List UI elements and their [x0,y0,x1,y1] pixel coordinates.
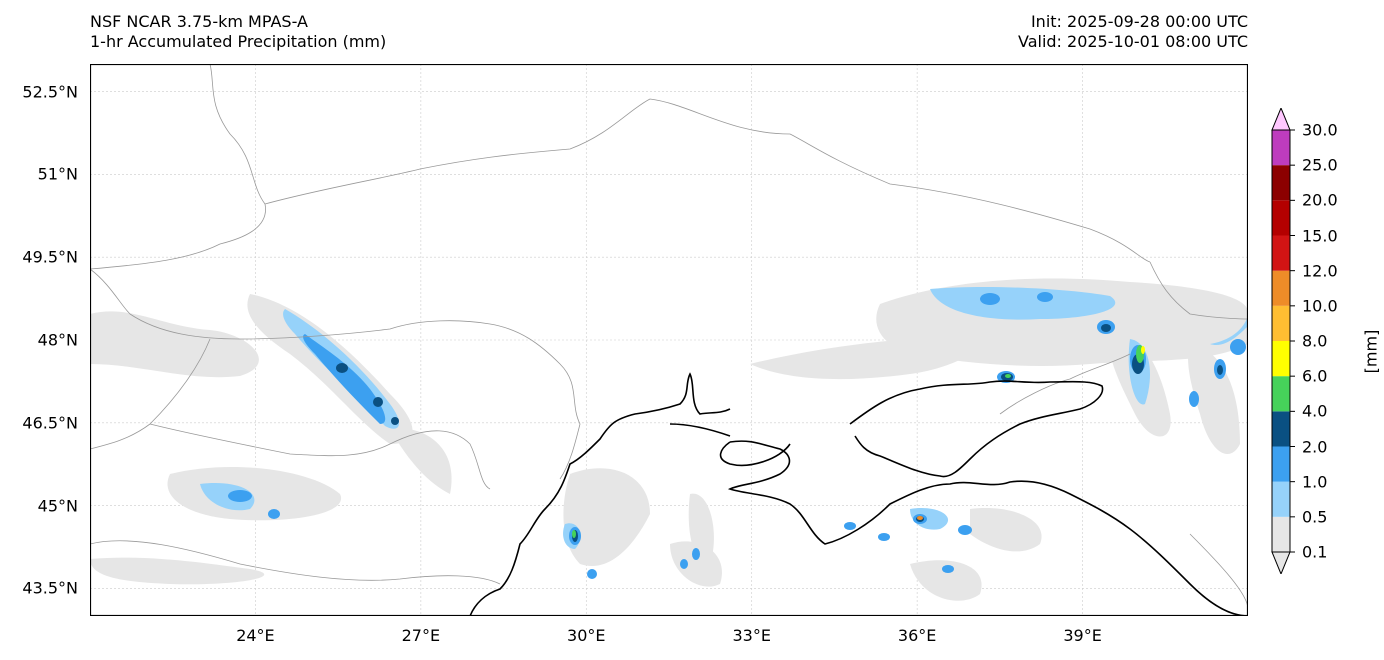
colorbar-level-label: 2.0 [1302,437,1328,456]
colorbar-segment [1272,270,1290,306]
colorbar-level-label: 15.0 [1302,226,1338,245]
map-border [90,64,1248,616]
colorbar-segment [1272,305,1290,341]
latitude-label: 43.5°N [22,578,78,598]
colorbar-segment [1272,376,1290,412]
latitude-label: 46.5°N [22,413,78,433]
colorbar-level-label: 30.0 [1302,120,1338,140]
valid-time: Valid: 2025-10-01 08:00 UTC [1017,32,1248,51]
colorbar-segment [1272,516,1290,552]
precip-6-12 [917,346,1145,520]
model-title: NSF NCAR 3.75-km MPAS-A [90,12,308,31]
colorbar-level-label: 0.1 [1302,542,1328,562]
colorbar-segment [1272,200,1290,236]
longitude-label: 36°E [897,626,937,645]
field-title: 1-hr Accumulated Precipitation (mm) [90,32,387,51]
colorbar-extend-max [1271,108,1291,131]
longitude-label: 27°E [401,626,441,645]
colorbar-level-label: 10.0 [1302,296,1338,316]
colorbar-level-label: 25.0 [1302,155,1338,175]
latitude-label: 49.5°N [22,247,78,267]
latitude-label: 52.5°N [22,82,78,102]
precip-1-2 [228,292,1246,579]
init-time: Init: 2025-09-28 00:00 UTC [1030,12,1248,31]
colorbar-segment [1272,481,1290,517]
latitude-label: 51°N [37,164,78,184]
colorbar-segment [1272,341,1290,377]
colorbar-extend-min [1271,551,1291,574]
colorbar-title: [mm] [1361,329,1381,374]
longitude-label: 24°E [236,626,275,645]
longitude-label: 39°E [1063,626,1102,645]
colorbar-level-label: 1.0 [1302,472,1328,492]
latitude-label: 45°N [37,496,78,516]
colorbar-level-label: 8.0 [1302,331,1328,351]
colorbar-segment [1272,235,1290,271]
longitude-label: 33°E [732,626,771,645]
colorbar-level-label: 20.0 [1302,190,1338,210]
colorbar-segment [1272,165,1290,201]
colorbar-segment [1272,446,1290,482]
title-right: Init: 2025-09-28 00:00 UTC Valid: 2025-1… [1018,12,1248,52]
precip-map [90,64,1248,616]
colorbar-segment [1272,130,1290,166]
title-left: NSF NCAR 3.75-km MPAS-A 1-hr Accumulated… [90,12,386,52]
colorbar-level-label: 4.0 [1302,401,1328,421]
latitude-label: 48°N [37,330,78,350]
colorbar-level-label: 12.0 [1302,261,1338,281]
precip-light [90,278,1248,601]
colorbar-segment [1272,411,1290,447]
colorbar-level-label: 6.0 [1302,366,1328,386]
colorbar-level-label: 0.5 [1302,507,1328,527]
colorbar [1271,108,1295,574]
longitude-label: 30°E [567,626,606,645]
coastlines [469,372,1248,616]
